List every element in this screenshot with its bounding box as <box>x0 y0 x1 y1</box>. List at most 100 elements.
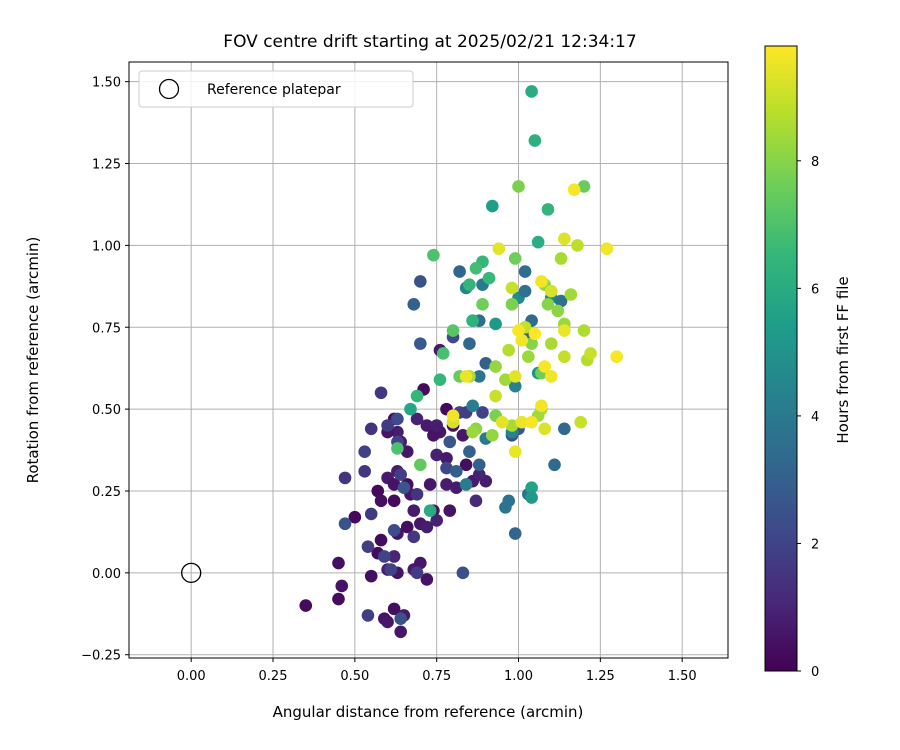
data-point <box>446 409 460 422</box>
colorbar-label: Hours from first FF file <box>834 276 852 443</box>
data-point <box>420 419 434 432</box>
data-point <box>535 275 548 288</box>
colorbar-tick-label: 2 <box>811 537 819 552</box>
data-point <box>551 304 565 318</box>
data-point <box>433 373 447 386</box>
data-point <box>518 265 532 278</box>
data-point <box>508 445 522 458</box>
data-point <box>430 514 443 527</box>
data-point <box>358 445 371 458</box>
data-point <box>387 523 401 537</box>
y-tick-label: 0.25 <box>92 485 121 500</box>
data-point <box>391 442 404 455</box>
data-point <box>489 317 502 331</box>
data-point <box>515 334 529 347</box>
data-point <box>502 343 515 357</box>
data-point <box>364 507 378 521</box>
data-point <box>443 435 457 449</box>
data-point <box>394 612 407 626</box>
data-point <box>525 85 538 98</box>
x-tick-label: 0.25 <box>259 669 288 684</box>
data-point <box>535 399 548 413</box>
data-point <box>410 487 424 501</box>
colorbar-gradient <box>764 45 798 672</box>
data-point <box>414 275 427 288</box>
colorbar-ticks: 0 2 4 6 8 <box>797 155 819 680</box>
legend-entry-label: Reference platepar <box>207 82 341 98</box>
data-point <box>348 510 362 524</box>
y-axis-label: Rotation from reference (arcmin) <box>24 237 42 484</box>
data-point <box>567 183 581 197</box>
data-point <box>456 566 470 580</box>
data-point <box>387 478 401 491</box>
data-point <box>489 360 502 373</box>
data-point <box>600 242 614 255</box>
x-tick-label: 0.75 <box>422 669 451 684</box>
data-point <box>381 419 394 432</box>
data-point <box>374 533 388 547</box>
data-point <box>486 199 499 213</box>
data-point <box>453 265 466 278</box>
data-point <box>610 350 624 364</box>
data-point <box>472 468 486 481</box>
data-point <box>492 242 506 255</box>
legend: Reference platepar <box>138 70 414 108</box>
data-point <box>338 471 352 485</box>
data-point <box>495 415 509 429</box>
data-point <box>554 252 568 265</box>
data-point <box>459 458 473 472</box>
data-point <box>525 415 538 429</box>
legend-box <box>138 70 414 108</box>
reference-marker <box>181 562 202 584</box>
x-tick-label: 0.00 <box>177 669 206 684</box>
data-point <box>505 298 519 311</box>
data-point <box>387 550 401 563</box>
data-point <box>463 445 476 458</box>
data-point <box>505 281 519 295</box>
data-point <box>525 337 538 350</box>
data-point <box>538 360 551 373</box>
data-point <box>479 356 493 370</box>
data-point <box>436 347 450 360</box>
colorbar-tick-label: 6 <box>811 282 819 297</box>
data-point <box>335 579 349 593</box>
plot-frame <box>128 61 729 659</box>
data-point <box>371 484 385 498</box>
data-point <box>531 235 545 249</box>
data-point <box>508 527 522 540</box>
data-point <box>544 337 558 350</box>
data-point <box>420 573 434 586</box>
data-point <box>508 252 522 265</box>
data-point <box>515 415 529 429</box>
data-point <box>443 504 457 517</box>
y-tick-label: −0.25 <box>81 649 121 664</box>
data-point <box>577 324 591 337</box>
data-point <box>525 481 538 495</box>
y-tick-label: 1.00 <box>92 239 121 254</box>
data-point <box>374 494 388 508</box>
data-point <box>459 478 473 491</box>
data-point <box>466 425 479 439</box>
data-point <box>522 350 535 364</box>
data-point <box>414 458 427 472</box>
data-point <box>427 429 440 442</box>
data-point <box>463 278 476 291</box>
data-point <box>518 284 532 298</box>
data-point <box>505 419 519 432</box>
colorbar: 0 2 4 6 8 Hours from first FF file <box>764 45 852 680</box>
data-point <box>558 350 571 364</box>
y-axis-ticks: −0.25 0.00 0.25 0.50 0.75 1.00 1.25 1.50 <box>81 76 129 664</box>
data-point <box>361 540 375 553</box>
data-point <box>440 451 453 465</box>
data-point <box>466 399 479 413</box>
data-point <box>584 347 597 360</box>
data-point <box>564 288 578 301</box>
data-point <box>338 517 352 531</box>
data-point <box>446 324 460 337</box>
data-point <box>387 602 401 616</box>
data-point <box>427 248 440 262</box>
data-point <box>450 465 463 478</box>
data-point <box>430 419 443 432</box>
data-point <box>525 491 538 504</box>
